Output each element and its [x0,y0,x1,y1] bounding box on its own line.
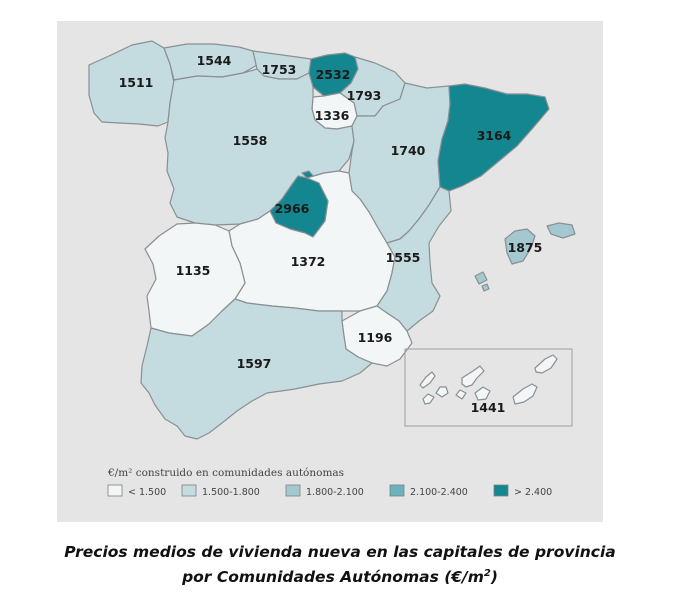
map-caption: Precios medios de vivienda nueva en las … [0,541,680,588]
legend-label-2: 1.500-1.800 [202,487,260,498]
legend-label-1: < 1.500 [128,487,166,498]
value-label-murcia: 1196 [358,330,393,345]
value-label-asturias: 1544 [197,53,232,68]
legend-swatch-5 [493,484,509,497]
legend-label-5: > 2.400 [514,487,552,498]
caption-line-2-end: ) [490,568,498,587]
region-andalucia [140,298,373,440]
legend-title: €/m² construido en comunidades autónomas [107,467,344,479]
value-label-castilla-la-mancha: 1372 [291,254,326,269]
region-cataluna [437,83,550,192]
value-label-cataluna: 3164 [477,128,512,143]
caption-line-2-text: por Comunidades Autónomas (€/m [182,568,484,587]
value-label-castilla-y-leon: 1558 [233,133,268,148]
caption-line-1: Precios medios de vivienda nueva en las … [64,543,616,561]
value-label-aragon: 1740 [391,143,426,158]
legend-label-3: 1.800-2.100 [306,487,364,498]
legend-swatch-2 [181,484,197,497]
canarias-inset-frame [404,348,573,427]
legend-swatch-1 [107,484,123,497]
value-label-extremadura: 1135 [176,263,211,278]
map-panel: 1511 1544 1753 2532 1793 1336 1558 1740 … [57,21,603,522]
region-baleares [474,222,576,292]
region-canarias [419,354,558,405]
legend-swatch-4 [389,484,405,497]
value-label-canarias: 1441 [471,400,506,415]
value-label-navarra: 1793 [347,88,382,103]
spain-map: 1511 1544 1753 2532 1793 1336 1558 1740 … [88,40,576,498]
value-label-cantabria: 1753 [262,62,297,77]
value-label-baleares: 1875 [508,240,543,255]
legend: < 1.500 1.500-1.800 1.800-2.100 2.100-2.… [107,484,552,498]
value-label-la-rioja: 1336 [315,108,350,123]
value-label-comunidad-valenciana: 1555 [386,250,421,265]
value-label-andalucia: 1597 [237,356,272,371]
value-label-pais-vasco: 2532 [316,67,351,82]
legend-label-4: 2.100-2.400 [410,487,468,498]
value-label-galicia: 1511 [119,75,154,90]
caption-line-2: por Comunidades Autónomas (€/m2) [0,563,680,588]
value-label-madrid: 2966 [275,201,310,216]
caption-superscript: 2 [483,568,491,579]
region-asturias [163,43,258,81]
legend-swatch-3 [285,484,301,497]
